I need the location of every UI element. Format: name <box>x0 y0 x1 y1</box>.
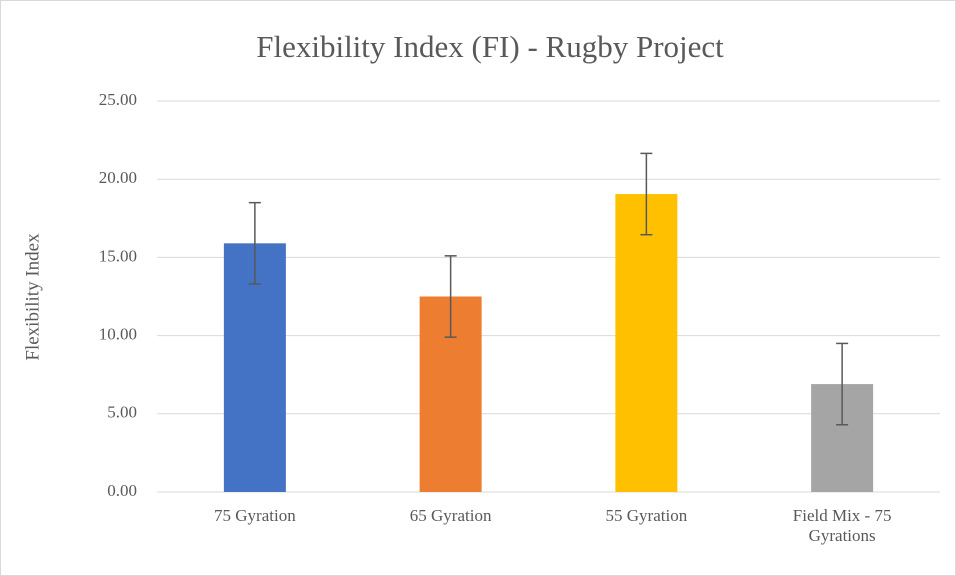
x-tick-label-box: 65 Gyration <box>409 506 492 525</box>
error-bar <box>640 152 653 236</box>
x-tick-label: 55 Gyration <box>605 506 688 525</box>
error-bar <box>248 201 261 285</box>
error-bar <box>836 342 849 426</box>
y-tick-label: 0.00 <box>107 481 137 500</box>
y-tick-label: 5.00 <box>107 403 137 422</box>
chart-title: Flexibility Index (FI) - Rugby Project <box>256 29 724 64</box>
x-tick-label: Field Mix - 75 Gyrations <box>792 506 892 545</box>
y-tick-label: 10.00 <box>99 325 137 344</box>
bar <box>615 194 678 493</box>
y-tick-label: 20.00 <box>99 168 137 187</box>
x-tick-label-box: Field Mix - 75 Gyrations <box>792 506 892 545</box>
x-tick-label: 65 Gyration <box>409 506 492 525</box>
error-bar <box>444 255 457 338</box>
y-axis-label: Flexibility Index <box>22 233 43 361</box>
x-tick-label-box: 55 Gyration <box>605 506 688 525</box>
bar <box>223 243 286 492</box>
x-tick-label-box: 75 Gyration <box>214 506 296 525</box>
y-tick-label: 25.00 <box>99 90 137 109</box>
x-tick-label: 75 Gyration <box>214 506 296 525</box>
y-tick-label: 15.00 <box>99 246 137 265</box>
